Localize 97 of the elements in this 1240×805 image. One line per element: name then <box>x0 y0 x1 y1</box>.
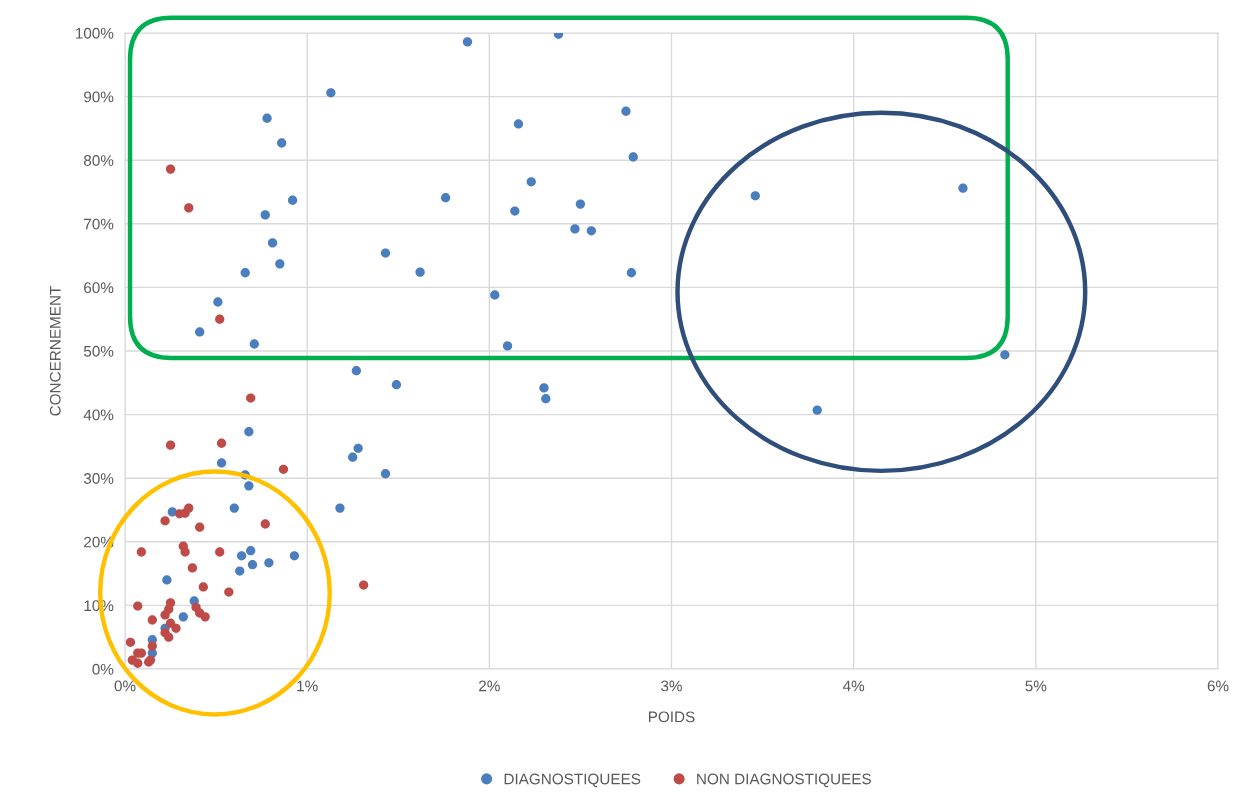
point <box>570 224 580 234</box>
point <box>353 443 363 453</box>
point <box>171 623 181 633</box>
x-tick-label: 3% <box>661 680 682 692</box>
legend-label: DIAGNOSTIQUEES <box>504 773 641 788</box>
point <box>626 268 637 278</box>
x-tick-label: 5% <box>1025 680 1047 692</box>
point <box>216 438 227 448</box>
x-tick-label: 6% <box>1207 680 1229 692</box>
x-axis-title: POIDS <box>648 711 695 723</box>
y-tick-label: 100% <box>75 27 114 39</box>
point <box>240 268 250 278</box>
point <box>326 88 336 98</box>
point <box>267 238 278 248</box>
point <box>147 615 157 625</box>
point <box>178 612 188 622</box>
point <box>750 191 760 201</box>
point <box>236 551 247 561</box>
point <box>490 290 500 300</box>
y-tick-label: 50% <box>83 345 114 357</box>
point <box>180 547 190 557</box>
point <box>575 199 586 209</box>
point <box>229 503 239 513</box>
y-tick-label: 60% <box>84 282 114 294</box>
point <box>160 610 170 620</box>
point <box>391 380 402 390</box>
point <box>133 658 143 668</box>
point <box>1000 350 1010 360</box>
point <box>380 248 391 258</box>
point <box>358 580 369 590</box>
point <box>213 297 223 307</box>
point <box>526 177 536 187</box>
point <box>621 106 631 116</box>
x-tick-label: 2% <box>479 680 500 692</box>
point <box>162 575 172 585</box>
y-tick-label: 40% <box>83 409 114 421</box>
point <box>247 560 258 570</box>
point <box>164 632 174 642</box>
point <box>510 206 520 216</box>
point <box>125 637 136 647</box>
point <box>539 383 549 393</box>
point <box>215 547 225 557</box>
point <box>289 551 300 561</box>
point <box>513 119 524 129</box>
point <box>502 341 513 351</box>
point <box>958 183 968 193</box>
point <box>380 469 391 479</box>
point <box>628 152 638 162</box>
point <box>462 37 473 47</box>
point <box>165 164 176 174</box>
point <box>277 138 287 148</box>
x-tick-label: 0% <box>114 680 136 692</box>
point <box>244 427 254 437</box>
point <box>287 195 298 205</box>
point <box>440 193 451 203</box>
point <box>147 641 157 651</box>
x-tick-label: 1% <box>297 680 318 692</box>
point <box>541 394 551 404</box>
point <box>216 458 227 468</box>
point <box>812 405 822 415</box>
point <box>160 516 170 526</box>
y-axis-title: CONCERNEMENT <box>49 285 61 416</box>
point <box>246 546 256 556</box>
point <box>235 566 245 576</box>
point <box>195 327 205 337</box>
point <box>136 547 147 557</box>
point <box>195 522 205 532</box>
x-tick-label: 4% <box>842 680 865 692</box>
point <box>275 259 285 269</box>
point <box>246 393 256 403</box>
point <box>262 113 272 123</box>
point <box>215 314 225 324</box>
point <box>260 210 270 220</box>
point <box>224 587 234 597</box>
point <box>184 503 194 513</box>
point <box>260 519 270 529</box>
y-tick-label: 70% <box>84 218 114 230</box>
point <box>165 440 176 450</box>
point <box>278 464 289 474</box>
point <box>335 503 345 513</box>
point <box>586 226 597 236</box>
point <box>415 267 425 277</box>
point <box>133 601 143 611</box>
point <box>249 339 259 349</box>
point <box>244 481 254 491</box>
y-tick-label: 30% <box>83 473 114 484</box>
point <box>351 366 362 376</box>
y-tick-label: 80% <box>83 155 114 166</box>
point <box>198 582 208 592</box>
y-tick-label: 90% <box>84 91 114 103</box>
point <box>348 452 358 462</box>
point <box>200 612 210 622</box>
y-tick-label: 0% <box>92 663 114 675</box>
legend-label: NON DIAGNOSTIQUEES <box>697 773 871 788</box>
point <box>187 563 198 573</box>
point <box>264 558 274 568</box>
point <box>184 203 194 213</box>
